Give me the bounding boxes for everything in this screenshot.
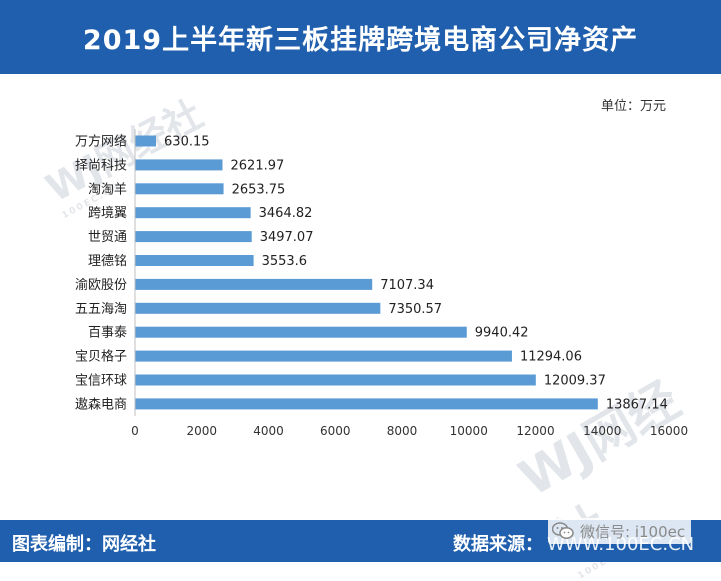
x-tick-label: 4000	[253, 424, 284, 438]
value-label: 2653.75	[232, 182, 286, 197]
value-label: 7107.34	[380, 278, 434, 293]
category-label: 理德铭	[88, 254, 127, 269]
value-label: 11294.06	[520, 350, 582, 365]
x-tick-label: 2000	[186, 424, 217, 438]
bar-chart: 万方网络择尚科技淘淘羊跨境翼世贸通理德铭渝欧股份五五海淘百事泰宝贝格子宝信环球遨…	[75, 129, 688, 438]
category-label: 渝欧股份	[75, 277, 127, 293]
bar-12	[135, 398, 598, 410]
category-label: 百事泰	[88, 326, 127, 341]
bar-5	[135, 231, 252, 243]
x-tick-label: 0	[131, 424, 139, 438]
category-label: 宝信环球	[75, 374, 127, 389]
x-tick-label: 10000	[450, 424, 488, 438]
bar-11	[135, 374, 536, 386]
category-label: 择尚科技	[75, 158, 127, 173]
value-label: 3464.82	[259, 206, 313, 221]
chart-title-banner: 2019上半年新三板挂牌跨境电商公司净资产	[0, 0, 721, 74]
wechat-label: 微信号: i100ec	[580, 522, 686, 541]
footer-credit: 图表编制：网经社	[12, 534, 156, 555]
category-label: 跨境翼	[88, 206, 127, 221]
wechat-badge: 微信号: i100ec	[548, 518, 692, 544]
category-labels: 万方网络择尚科技淘淘羊跨境翼世贸通理德铭渝欧股份五五海淘百事泰宝贝格子宝信环球遨…	[75, 134, 127, 413]
value-labels: 630.15 2621.97 2653.75 3464.82 3497.07 3553.6…	[164, 135, 668, 413]
value-label: 12009.37	[544, 374, 606, 389]
bar-6	[135, 255, 254, 266]
bar-10	[135, 350, 512, 362]
chart-bars	[134, 129, 598, 416]
x-axis-ticks: 0 2000 4000 6000 8000 10000 12000 14000 16000	[131, 424, 688, 438]
category-label: 宝贝格子	[75, 349, 127, 365]
value-label: 13867.14	[606, 397, 668, 412]
category-label: 五五海淘	[75, 302, 127, 317]
bar-8	[135, 302, 381, 314]
bar-4	[135, 207, 251, 219]
footer-source-label: 数据来源：	[453, 534, 543, 555]
category-label: 世贸通	[88, 230, 127, 245]
x-tick-label: 16000	[650, 424, 688, 438]
value-label: 7350.57	[388, 302, 442, 317]
bar-2	[135, 159, 223, 171]
value-label: 3497.07	[260, 230, 314, 245]
value-label: 9940.42	[475, 326, 529, 341]
chart-title: 2019上半年新三板挂牌跨境电商公司净资产	[82, 24, 639, 56]
bar-1	[135, 135, 157, 147]
wechat-icon	[551, 522, 574, 540]
category-label: 万方网络	[75, 134, 127, 150]
category-label: 遨森电商	[75, 397, 127, 412]
x-tick-label: 6000	[320, 424, 351, 438]
value-label: 3553.6	[262, 254, 308, 269]
category-label: 淘淘羊	[88, 181, 127, 197]
x-tick-label: 8000	[387, 424, 418, 438]
x-tick-label: 12000	[516, 424, 554, 438]
value-label: 2621.97	[231, 158, 285, 173]
bar-3	[135, 183, 224, 195]
value-label: 630.15	[164, 135, 210, 150]
bar-7	[135, 278, 373, 290]
x-tick-label: 14000	[583, 424, 621, 438]
unit-label: 单位：万元	[601, 99, 667, 114]
bar-9	[135, 326, 467, 338]
